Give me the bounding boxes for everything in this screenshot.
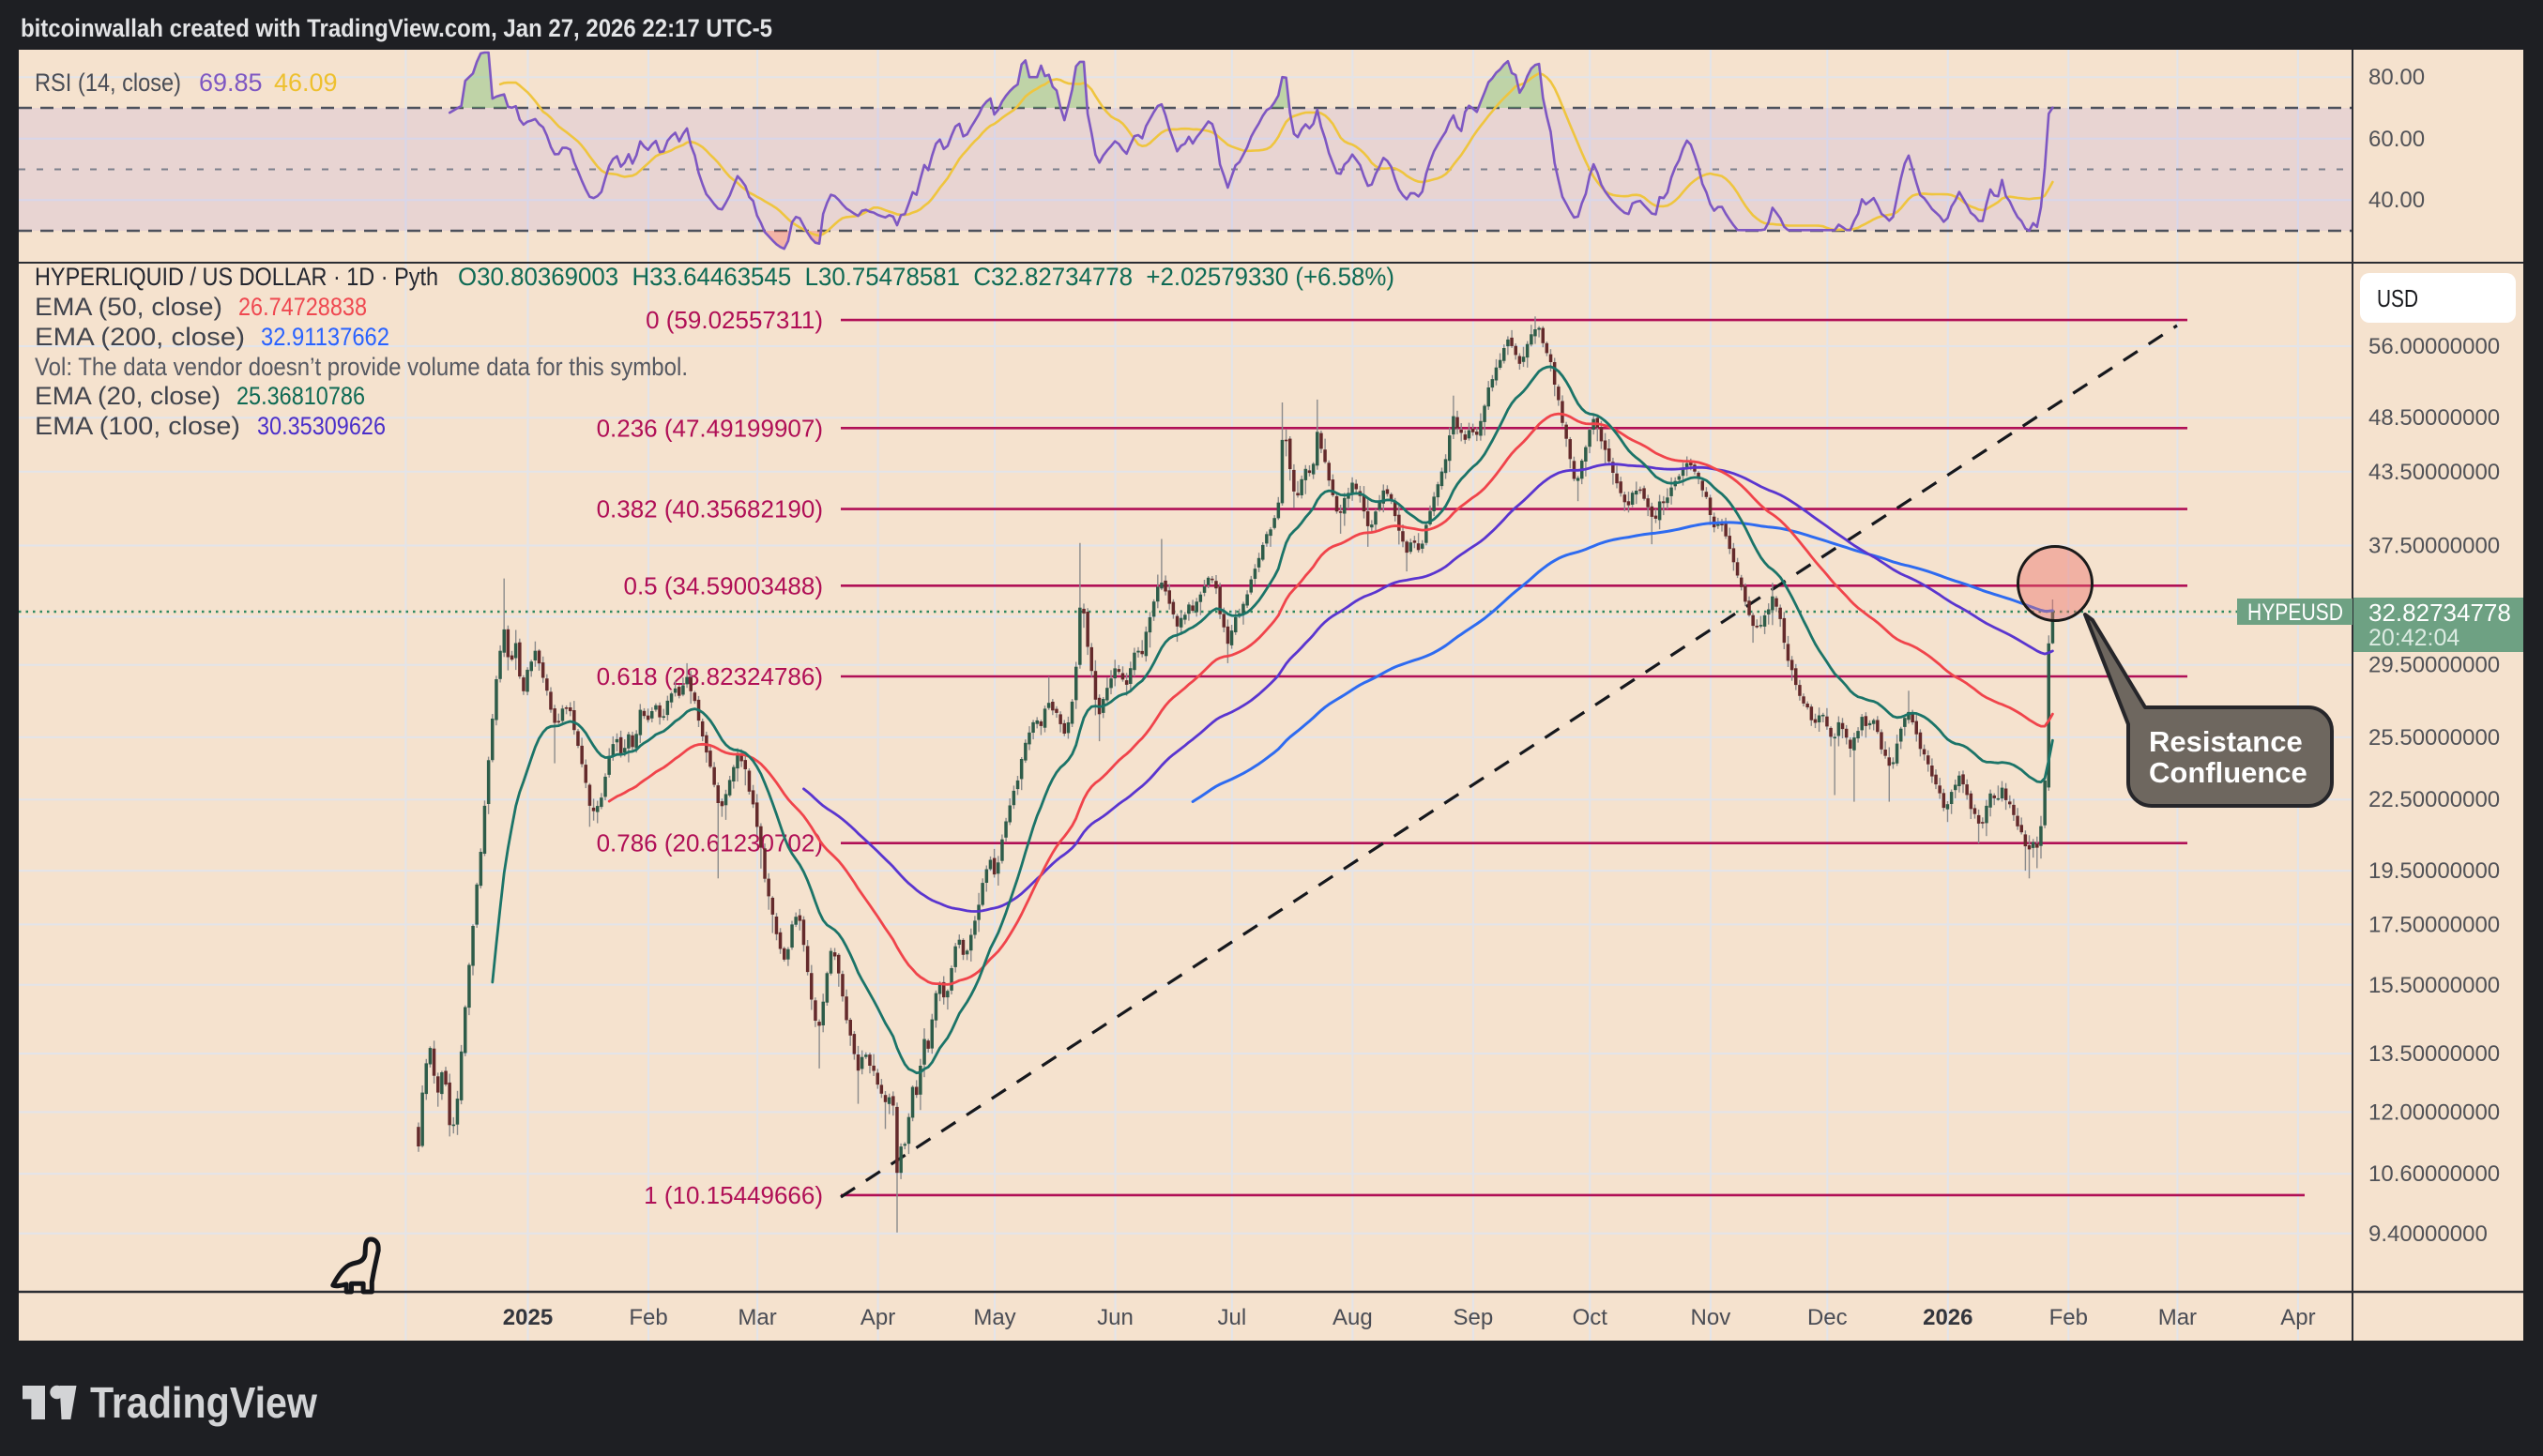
svg-text:HYPERLIQUID / US DOLLAR · 1D ·: HYPERLIQUID / US DOLLAR · 1D · Pyth [35,263,438,291]
svg-text:40.00: 40.00 [2368,188,2425,213]
svg-text:19.50000000: 19.50000000 [2368,858,2500,884]
svg-text:Jun: Jun [1097,1305,1134,1330]
svg-text:17.50000000: 17.50000000 [2368,912,2500,937]
svg-text:22.50000000: 22.50000000 [2368,787,2500,812]
svg-text:2026: 2026 [1923,1305,1972,1330]
svg-text:12.00000000: 12.00000000 [2368,1100,2500,1125]
svg-text:26.74728838: 26.74728838 [238,293,367,321]
svg-text:Resistance: Resistance [2149,725,2303,758]
svg-text:80.00: 80.00 [2368,65,2425,90]
svg-text:Mar: Mar [2158,1305,2197,1330]
svg-text:30.35309626: 30.35309626 [257,412,386,440]
svg-text:25.50000000: 25.50000000 [2368,725,2500,751]
svg-text:0.5 (34.59003488): 0.5 (34.59003488) [623,571,823,599]
svg-text:Jul: Jul [1218,1305,1247,1330]
svg-text:13.50000000: 13.50000000 [2368,1041,2500,1067]
svg-text:bitcoinwallah created with Tra: bitcoinwallah created with TradingView.c… [21,14,772,42]
svg-text:10.60000000: 10.60000000 [2368,1161,2500,1187]
svg-text:0.786 (20.61230702): 0.786 (20.61230702) [597,829,823,857]
svg-text:TradingView: TradingView [90,1378,317,1427]
svg-text:56.00000000: 56.00000000 [2368,334,2500,359]
svg-text:9.40000000: 9.40000000 [2368,1221,2488,1247]
svg-text:RSI (14, close): RSI (14, close) [35,68,181,97]
svg-text:Sep: Sep [1454,1305,1494,1330]
svg-text:Apr: Apr [860,1305,895,1330]
svg-text:Vol: The data vendor doesn’t p: Vol: The data vendor doesn’t provide vol… [35,353,688,381]
svg-text:EMA (100, close): EMA (100, close) [35,412,240,440]
svg-text:32.82734778: 32.82734778 [2368,599,2511,627]
svg-text:Aug: Aug [1332,1305,1373,1330]
svg-text:Dec: Dec [1807,1305,1848,1330]
svg-text:O30.80369003 H33.64463545 L3: O30.80369003 H33.64463545 L30.75478581 C… [458,263,1394,291]
svg-text:46.09: 46.09 [274,68,338,97]
svg-text:Nov: Nov [1691,1305,1731,1330]
svg-text:EMA (200, close): EMA (200, close) [35,323,245,351]
svg-text:HYPEUSD: HYPEUSD [2247,599,2343,626]
svg-text:USD: USD [2377,284,2418,312]
svg-text:37.50000000: 37.50000000 [2368,534,2500,559]
svg-text:May: May [973,1305,1015,1330]
svg-text:Feb: Feb [629,1305,667,1330]
svg-text:EMA (50, close): EMA (50, close) [35,293,222,321]
svg-text:29.50000000: 29.50000000 [2368,653,2500,678]
svg-text:69.85: 69.85 [199,68,263,97]
svg-text:0.618 (28.82324786): 0.618 (28.82324786) [597,662,823,690]
svg-text:25.36810786: 25.36810786 [236,382,365,410]
svg-text:Apr: Apr [2280,1305,2315,1330]
svg-text:48.50000000: 48.50000000 [2368,405,2500,431]
svg-text:Confluence: Confluence [2149,756,2307,789]
svg-text:32.91137662: 32.91137662 [261,323,389,351]
svg-text:15.50000000: 15.50000000 [2368,973,2500,998]
svg-text:Mar: Mar [738,1305,776,1330]
svg-text:Oct: Oct [1573,1305,1608,1330]
svg-text:2025: 2025 [503,1305,553,1330]
svg-text:0.236 (47.49199907): 0.236 (47.49199907) [597,414,823,442]
svg-text:EMA (20, close): EMA (20, close) [35,382,221,410]
svg-text:43.50000000: 43.50000000 [2368,460,2500,485]
svg-text:Feb: Feb [2049,1305,2088,1330]
svg-text:20:42:04: 20:42:04 [2368,625,2459,651]
svg-text:1 (10.15449666): 1 (10.15449666) [644,1181,823,1209]
svg-text:0 (59.02557311): 0 (59.02557311) [646,306,823,334]
svg-text:0.382 (40.35682190): 0.382 (40.35682190) [597,495,823,523]
svg-text:60.00: 60.00 [2368,127,2425,152]
